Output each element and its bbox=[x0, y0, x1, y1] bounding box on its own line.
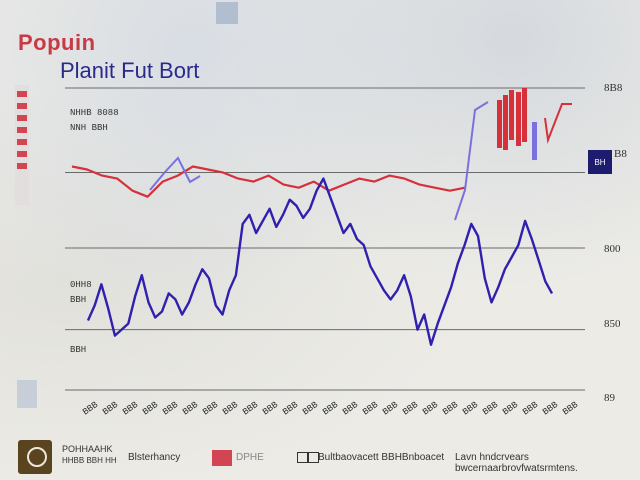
legend-swatch bbox=[212, 450, 232, 466]
spike-bar bbox=[509, 90, 514, 140]
footer-legend: Bultbaovacett BBHBnboacet bbox=[318, 452, 445, 463]
spike-bar bbox=[516, 92, 521, 146]
spike-bar bbox=[503, 95, 508, 150]
footer: POHHAAHK HHBB BBH HH Blsterhancy DPHE Bu… bbox=[0, 438, 640, 480]
x-tick-label: BBB bbox=[441, 400, 460, 418]
side-tag bbox=[15, 85, 29, 205]
line-chart: BBB BBB BBB BBB BBB BBB BBB BBB BBB BBB BBB BBB BBB B… bbox=[65, 87, 585, 418]
logo-icon bbox=[18, 440, 52, 474]
footer-note: Lavn hndcrvears bwcernaarbrovfwatsrmtens… bbox=[455, 452, 578, 474]
x-tick-label: BBB bbox=[361, 400, 380, 418]
x-tick-label: BBB bbox=[261, 400, 280, 418]
series-line-highlight bbox=[149, 156, 201, 191]
series-line bbox=[71, 165, 466, 198]
x-tick-label: BBB bbox=[461, 400, 480, 418]
x-tick-label: BBB bbox=[301, 400, 320, 418]
y-tick-label: 89 bbox=[604, 392, 615, 404]
spike-bar bbox=[497, 100, 502, 148]
spike-bars bbox=[497, 88, 572, 160]
brand-title: Popuin bbox=[18, 30, 96, 55]
spike-bar bbox=[532, 122, 537, 160]
x-tick-label: BBB bbox=[501, 400, 520, 418]
gridlines bbox=[65, 87, 585, 391]
note-line: NHHB 8088 bbox=[70, 108, 119, 118]
x-tick-label: BBB bbox=[401, 400, 420, 418]
footer-tag: DPHE bbox=[236, 452, 264, 463]
y-tick-label: 8B8 bbox=[604, 82, 623, 94]
x-tick-label: BBB bbox=[161, 400, 180, 418]
series-lines bbox=[71, 101, 554, 346]
x-tick-label: BBB bbox=[421, 400, 440, 418]
note-line: BBH bbox=[70, 295, 87, 305]
series-line bbox=[86, 177, 554, 346]
x-tick-label: BBB bbox=[281, 400, 300, 418]
x-tick-label: BBB bbox=[241, 400, 260, 418]
footer-credit: POHHAAHK bbox=[62, 444, 113, 454]
legend-square bbox=[308, 452, 319, 463]
series-line-rise bbox=[454, 101, 489, 221]
footer-credit-sub: HHBB BBH HH bbox=[62, 456, 117, 465]
x-tick-label: BBB bbox=[341, 400, 360, 418]
x-tick-label: BBB bbox=[101, 400, 120, 418]
x-tick-label: BBB bbox=[221, 400, 240, 418]
x-tick-label: BBB bbox=[181, 400, 200, 418]
y-tick-label: 850 bbox=[604, 318, 621, 330]
note-line: NNH BBH bbox=[70, 123, 108, 133]
x-tick-label: BBB bbox=[321, 400, 340, 418]
note-line: 0HH8 bbox=[70, 280, 92, 290]
x-tick-label: BBB bbox=[81, 400, 100, 418]
series-line-tail bbox=[544, 103, 572, 144]
x-tick-labels: BBB BBB BBB BBB BBB BBB BBB BBB BBB BBB BBB BBB BBB B… bbox=[81, 400, 580, 418]
value-badge: BH bbox=[588, 150, 612, 174]
x-tick-label: BBB bbox=[521, 400, 540, 418]
footer-source: Blsterhancy bbox=[128, 452, 181, 463]
note-line: BBH bbox=[70, 345, 87, 355]
x-tick-label: BBB bbox=[541, 400, 560, 418]
x-tick-label: BBB bbox=[481, 400, 500, 418]
decorative-blob bbox=[216, 2, 238, 24]
y-tick-label: B8 bbox=[614, 148, 627, 160]
x-tick-label: BBB bbox=[121, 400, 140, 418]
decorative-blob bbox=[17, 380, 37, 408]
legend-square bbox=[297, 452, 308, 463]
x-tick-label: BBB bbox=[381, 400, 400, 418]
y-tick-label: 800 bbox=[604, 243, 621, 255]
x-tick-label: BBB bbox=[201, 400, 220, 418]
spike-bar bbox=[522, 88, 527, 142]
x-tick-label: BBB bbox=[141, 400, 160, 418]
chart-title: Planit Fut Bort bbox=[60, 58, 200, 83]
x-tick-label: BBB bbox=[561, 400, 580, 418]
